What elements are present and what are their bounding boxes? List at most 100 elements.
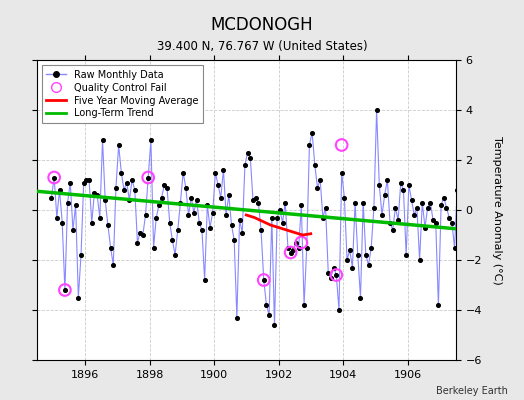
Point (80, 179, 88, 186)
Point (225, 192, 233, 198)
Point (370, 204, 378, 211)
Legend: Raw Monthly Data, Quality Control Fail, Five Year Moving Average, Long-Term Tren: Raw Monthly Data, Quality Control Fail, … (41, 65, 203, 123)
Point (321, 204, 330, 211)
Point (56, 187, 64, 193)
Point (413, 204, 421, 211)
Point (297, 239, 305, 246)
Point (287, 249, 295, 256)
Point (300, 302, 308, 308)
Point (123, 179, 131, 186)
Point (176, 199, 184, 206)
Point (144, 174, 152, 181)
Point (456, 197, 464, 203)
Point (74, 294, 83, 301)
Point (249, 197, 257, 203)
Point (252, 194, 260, 201)
Point (66, 179, 74, 186)
Point (101, 197, 110, 203)
Point (450, 244, 458, 251)
Point (345, 247, 354, 253)
Point (367, 244, 375, 251)
Point (235, 217, 244, 223)
Point (391, 204, 400, 211)
Text: MCDONOGH: MCDONOGH (211, 16, 313, 34)
Point (278, 219, 287, 226)
Point (173, 227, 182, 233)
Point (373, 107, 381, 113)
Point (47, 194, 56, 201)
Point (88, 219, 96, 226)
Point (416, 257, 424, 263)
Y-axis label: Temperature Anomaly (°C): Temperature Anomaly (°C) (492, 136, 501, 284)
Point (61, 287, 69, 293)
Point (327, 274, 335, 281)
Point (133, 239, 141, 246)
Point (340, 194, 348, 201)
Point (319, 214, 327, 221)
Point (418, 199, 427, 206)
Point (52, 214, 61, 221)
Point (386, 219, 394, 226)
Point (147, 137, 155, 143)
Point (168, 237, 177, 243)
Point (61, 287, 69, 293)
Point (402, 252, 410, 258)
Point (442, 204, 451, 211)
Point (324, 269, 332, 276)
Point (254, 199, 263, 206)
Point (270, 322, 279, 328)
Point (362, 252, 370, 258)
Point (265, 312, 274, 318)
Point (171, 252, 179, 258)
Point (311, 162, 319, 168)
Point (163, 184, 171, 191)
Point (192, 197, 201, 203)
Point (440, 194, 448, 201)
Point (187, 194, 195, 201)
Point (284, 244, 292, 251)
Point (407, 197, 416, 203)
Point (289, 247, 298, 253)
Point (375, 182, 384, 188)
Point (359, 199, 367, 206)
Point (166, 219, 174, 226)
Point (136, 229, 144, 236)
Point (262, 302, 270, 308)
Point (152, 214, 160, 221)
Point (276, 207, 284, 213)
Point (82, 177, 91, 183)
Point (50, 174, 58, 181)
Point (348, 264, 357, 271)
Point (432, 219, 440, 226)
Point (195, 219, 203, 226)
Point (287, 249, 295, 256)
Point (426, 199, 434, 206)
Point (216, 194, 225, 201)
Point (429, 217, 437, 223)
Point (182, 184, 190, 191)
Point (141, 212, 150, 218)
Point (117, 169, 126, 176)
Point (227, 222, 236, 228)
Point (85, 177, 93, 183)
Point (259, 277, 268, 283)
Point (335, 307, 343, 313)
Point (281, 199, 289, 206)
Point (120, 187, 128, 193)
Point (399, 187, 408, 193)
Text: Berkeley Earth: Berkeley Earth (436, 386, 508, 396)
Point (257, 227, 265, 233)
Point (356, 294, 365, 301)
Point (90, 189, 99, 196)
Point (330, 264, 338, 271)
Point (109, 262, 117, 268)
Point (104, 222, 112, 228)
Point (230, 237, 238, 243)
Point (125, 197, 134, 203)
Point (316, 177, 324, 183)
Point (273, 214, 281, 221)
Point (244, 149, 252, 156)
Point (313, 184, 322, 191)
Point (343, 257, 351, 263)
Point (93, 192, 101, 198)
